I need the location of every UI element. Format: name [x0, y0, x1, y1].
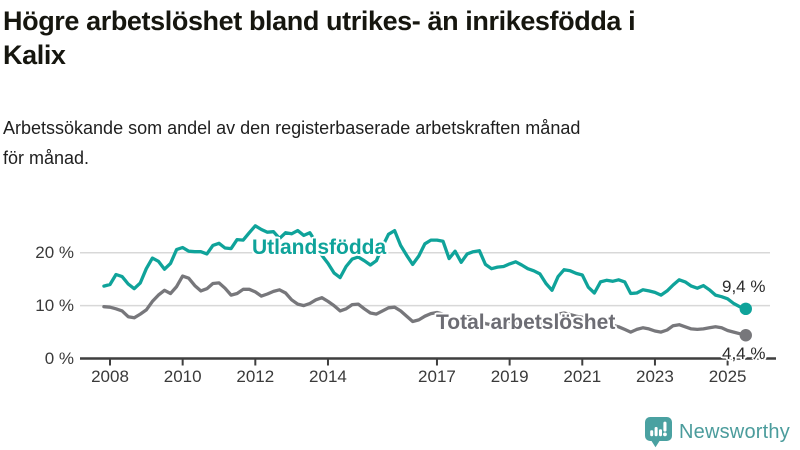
- newsworthy-wordmark: Newsworthy: [679, 421, 790, 443]
- x-axis-label: 2008: [91, 367, 129, 386]
- end-value-label-total: 4,4 %: [722, 344, 766, 363]
- page-title: Högre arbetslöshet bland utrikes- än inr…: [3, 4, 799, 72]
- page-title-line1: Högre arbetslöshet bland utrikes- än inr…: [3, 6, 636, 36]
- x-axis-label: 2021: [563, 367, 602, 386]
- chart-subtitle-line2: för månad.: [3, 148, 90, 168]
- y-axis-label: 0 %: [44, 348, 74, 368]
- series-label-total-arbetsloshet: Total arbetslöshet: [436, 311, 616, 334]
- line-series-total: [102, 274, 748, 337]
- x-axis-label: 2010: [163, 367, 202, 386]
- newsworthy-logo[interactable]: Newsworthy: [645, 417, 790, 448]
- newsworthy-bubble-chart-icon: [645, 417, 672, 448]
- x-axis-label: 2023: [636, 367, 674, 386]
- y-axis-label: 10 %: [35, 295, 74, 315]
- end-dot-total: [739, 329, 752, 342]
- chart-subtitle-line1: Arbetssökande som andel av den registerb…: [3, 118, 581, 138]
- chart-subtitle: Arbetssökande som andel av den registerb…: [3, 113, 793, 173]
- y-axis-label: 20 %: [35, 242, 74, 262]
- line-series-utlandsfodda: [102, 224, 748, 311]
- x-axis-label: 2025: [708, 367, 747, 386]
- series-label-utlandsfodda: Utlandsfödda: [252, 236, 387, 259]
- x-axis-label: 2017: [418, 367, 456, 386]
- x-axis-label: 2012: [236, 367, 275, 386]
- end-value-label-utlandsfodda: 9,4 %: [722, 277, 766, 296]
- page-title-line2: Kalix: [3, 40, 66, 70]
- end-dot-utlandsfodda: [739, 302, 752, 316]
- x-axis-label: 2019: [490, 367, 529, 386]
- x-axis-label: 2014: [309, 367, 347, 386]
